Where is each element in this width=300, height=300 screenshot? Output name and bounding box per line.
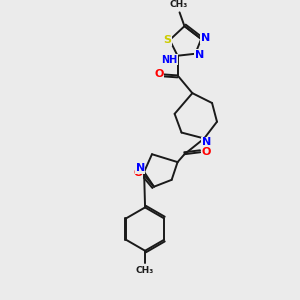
Text: CH₃: CH₃ (169, 0, 188, 9)
Text: O: O (202, 147, 211, 157)
Text: S: S (164, 35, 172, 45)
Text: CH₃: CH₃ (136, 266, 154, 275)
Text: N: N (200, 33, 210, 43)
Text: N: N (195, 50, 204, 60)
Text: N: N (136, 163, 145, 173)
Text: O: O (134, 168, 143, 178)
Text: O: O (154, 69, 164, 80)
Text: N: N (202, 137, 211, 147)
Text: NH: NH (162, 55, 178, 65)
